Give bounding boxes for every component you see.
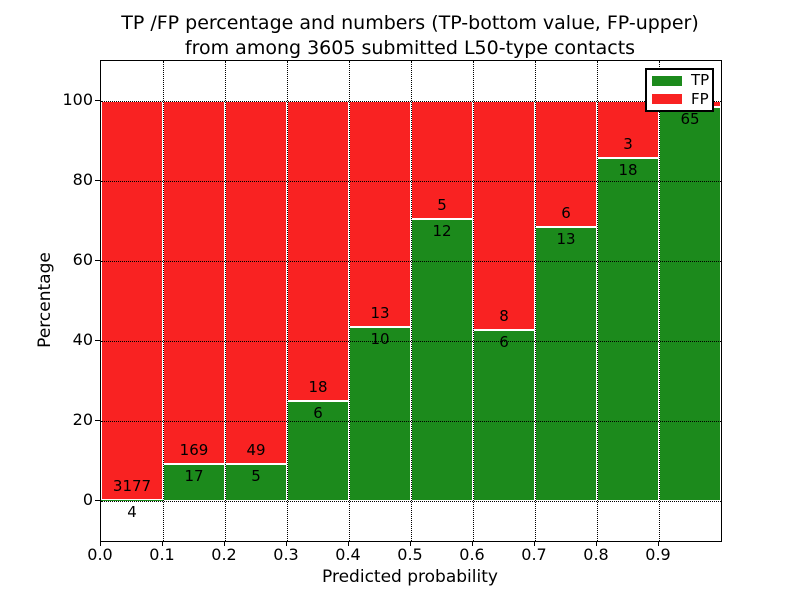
legend-row-fp: FP bbox=[652, 89, 712, 108]
bar-label-tp: 65 bbox=[680, 110, 700, 129]
x-tick bbox=[162, 541, 163, 546]
gridline-vertical bbox=[163, 61, 164, 541]
tp-swatch-icon bbox=[652, 75, 682, 86]
x-tick bbox=[286, 541, 287, 546]
bar-segment-tp bbox=[597, 158, 659, 501]
fp-swatch-icon bbox=[652, 94, 682, 105]
bar-segment-fp bbox=[101, 101, 163, 501]
x-tick bbox=[658, 541, 659, 546]
x-tick bbox=[410, 541, 411, 546]
y-tick bbox=[95, 260, 100, 261]
bar-label-fp: 5 bbox=[437, 195, 447, 214]
y-tick bbox=[95, 500, 100, 501]
x-tick bbox=[348, 541, 349, 546]
gridline-vertical bbox=[597, 61, 598, 541]
gridline-vertical bbox=[411, 61, 412, 541]
bar-label-fp: 169 bbox=[179, 441, 209, 460]
x-tick bbox=[100, 541, 101, 546]
bar-label-tp: 17 bbox=[184, 467, 204, 486]
gridline-vertical bbox=[287, 61, 288, 541]
y-tick bbox=[95, 420, 100, 421]
x-tick-label: 0.6 bbox=[459, 545, 485, 564]
bar-label-tp: 18 bbox=[618, 161, 638, 180]
plot-area: 3177416917495186131051286613318165 bbox=[100, 60, 722, 542]
bars-layer bbox=[101, 61, 721, 541]
bar-label-tp: 10 bbox=[370, 330, 390, 349]
bar-label-tp: 12 bbox=[432, 221, 452, 240]
gridline-vertical bbox=[659, 61, 660, 541]
bar-label-fp: 13 bbox=[370, 304, 390, 323]
bar-segment-tp bbox=[411, 218, 473, 501]
x-tick bbox=[224, 541, 225, 546]
bar-label-fp: 6 bbox=[561, 204, 571, 223]
grid-layer bbox=[101, 61, 721, 541]
bar-label-tp: 6 bbox=[499, 332, 509, 351]
y-tick bbox=[95, 180, 100, 181]
bar-label-fp: 49 bbox=[246, 440, 266, 459]
chart-title-line2: from among 3605 submitted L50-type conta… bbox=[184, 37, 636, 59]
y-tick-label: 20 bbox=[72, 410, 93, 429]
bar-segment-fp bbox=[163, 101, 225, 465]
bar-label-fp: 3 bbox=[623, 135, 633, 154]
x-tick-label: 0.3 bbox=[273, 545, 299, 564]
chart-title-line1: TP /FP percentage and numbers (TP-bottom… bbox=[121, 12, 699, 34]
y-tick-label: 40 bbox=[72, 330, 93, 349]
x-tick-label: 0.8 bbox=[583, 545, 609, 564]
bar-label-fp: 18 bbox=[308, 378, 328, 396]
gridline-vertical bbox=[473, 61, 474, 541]
bar-segment-tp bbox=[535, 227, 597, 501]
x-tick bbox=[534, 541, 535, 546]
y-tick-label: 100 bbox=[62, 90, 93, 109]
bar-segment-tp bbox=[163, 464, 225, 501]
legend-row-tp: TP bbox=[652, 73, 712, 88]
x-tick-label: 0.1 bbox=[149, 545, 175, 564]
y-tick bbox=[95, 100, 100, 101]
x-tick-label: 0.4 bbox=[335, 545, 361, 564]
x-tick-label: 0.5 bbox=[397, 545, 423, 564]
bar-segment-fp bbox=[349, 101, 411, 328]
bar-segment-tp bbox=[659, 107, 721, 501]
y-tick bbox=[95, 340, 100, 341]
bar-label-tp: 13 bbox=[556, 230, 576, 249]
x-tick-label: 0.7 bbox=[521, 545, 547, 564]
y-tick-label: 80 bbox=[72, 170, 93, 189]
x-tick-label: 0.0 bbox=[87, 545, 113, 564]
chart-title: TP /FP percentage and numbers (TP-bottom… bbox=[100, 11, 720, 61]
y-tick-label: 0 bbox=[82, 490, 93, 509]
x-tick-label: 0.9 bbox=[645, 545, 671, 564]
bar-label-fp: 3177 bbox=[112, 477, 152, 496]
x-tick-label: 0.2 bbox=[211, 545, 237, 564]
bar-label-tp: 4 bbox=[127, 503, 137, 522]
y-tick-label: 60 bbox=[72, 250, 93, 269]
bar-labels-layer: 3177416917495186131051286613318165 bbox=[101, 61, 721, 541]
bar-label-fp: 8 bbox=[499, 306, 509, 325]
x-axis-label: Predicted probability bbox=[322, 567, 498, 587]
legend: TP FP bbox=[645, 68, 714, 112]
legend-label-tp: TP bbox=[691, 71, 710, 90]
gridline-vertical bbox=[225, 61, 226, 541]
x-tick bbox=[472, 541, 473, 546]
bar-segment-tp bbox=[101, 500, 163, 501]
gridline-vertical bbox=[349, 61, 350, 541]
bar-label-tp: 6 bbox=[313, 404, 323, 422]
x-tick bbox=[596, 541, 597, 546]
gridline-vertical bbox=[535, 61, 536, 541]
bar-label-tp: 5 bbox=[251, 466, 261, 485]
legend-label-fp: FP bbox=[691, 89, 709, 108]
